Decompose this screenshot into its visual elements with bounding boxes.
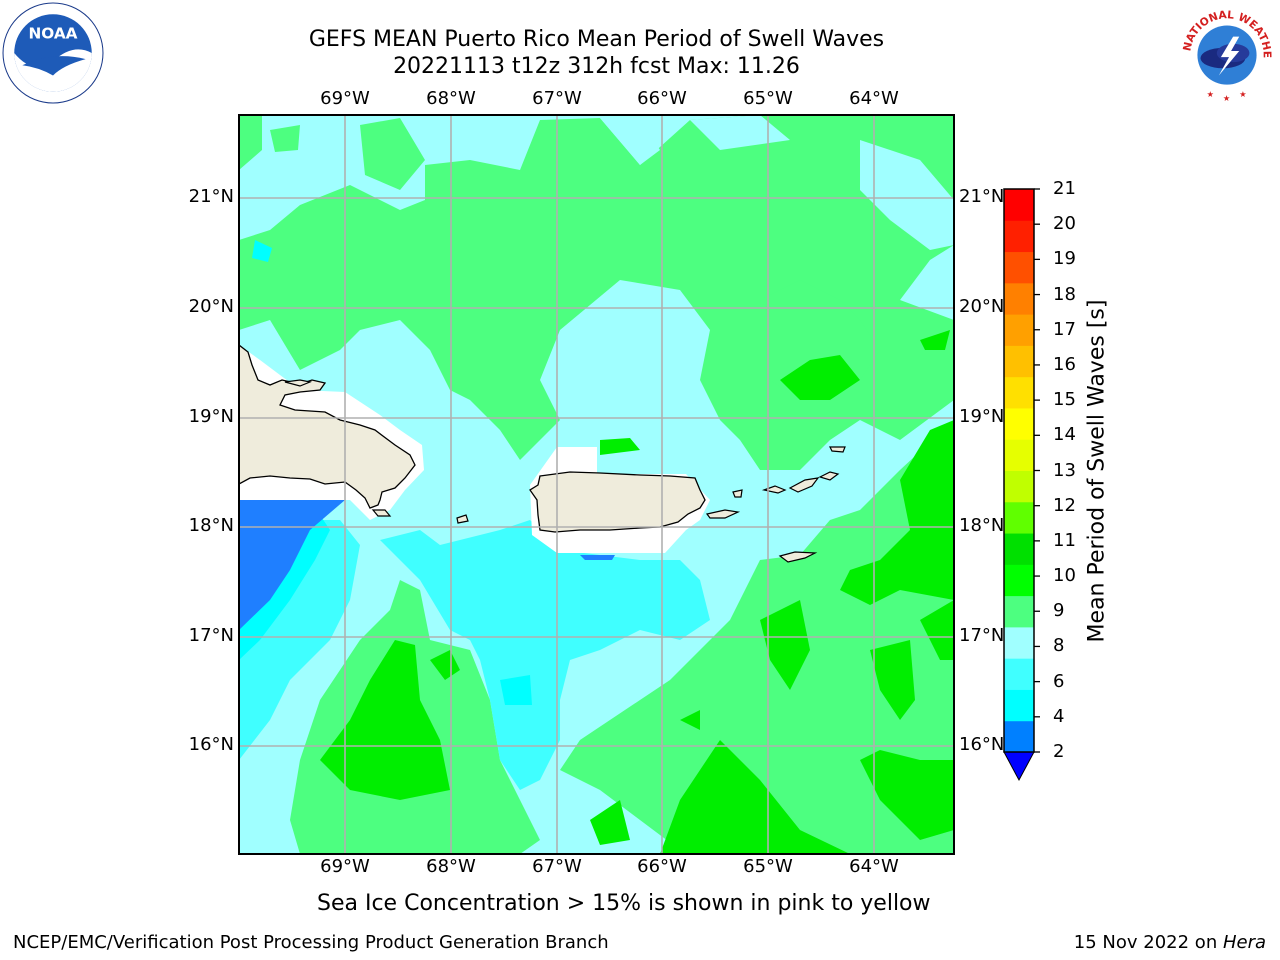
land-tortue: [284, 379, 313, 387]
footer-date-text: 15 Nov 2022 on: [1073, 932, 1223, 953]
colorbar-tick-label: 14: [1053, 424, 1076, 446]
graticule: [239, 115, 954, 854]
colorbar-tick-label: 10: [1053, 565, 1076, 587]
colorbar-segment: [1004, 345, 1034, 378]
lat-label-right-18n: 18°N: [959, 515, 1005, 536]
colorbar-tick-label: 9: [1053, 600, 1065, 622]
lon-label-top-68w: 68°W: [426, 88, 476, 109]
footer-credit: NCEP/EMC/Verification Post Processing Pr…: [13, 932, 609, 953]
colorbar-segment: [1004, 501, 1034, 534]
lat-label-left-21n: 21°N: [188, 186, 234, 207]
colorbar-segment: [1004, 439, 1034, 471]
colorbar-segment: [1004, 720, 1034, 753]
colorbar-tick-label: 15: [1053, 389, 1076, 411]
colorbar-tick-label: 16: [1053, 353, 1076, 375]
land-virgin-islands: [761, 446, 846, 494]
colorbar-tick-label: 21: [1053, 178, 1076, 199]
lon-label-bottom-64w: 64°W: [849, 856, 899, 877]
colorbar-tick-label: 19: [1053, 248, 1076, 270]
colorbar-segment: [1004, 407, 1034, 440]
map-area: [239, 115, 954, 854]
lon-label-top-64w: 64°W: [849, 88, 899, 109]
colorbar-segment: [1004, 376, 1034, 409]
lon-label-bottom-66w: 66°W: [637, 856, 687, 877]
colorbar-tick-label: 17: [1053, 318, 1076, 340]
chart-title-line2: 20221113 t12z 312h fcst Max: 11.26: [393, 54, 800, 79]
lon-label-bottom-69w: 69°W: [320, 856, 370, 877]
lat-label-left-19n: 19°N: [188, 406, 234, 427]
colorbar-extend-min: [1003, 751, 1035, 782]
colorbar-segment: [1004, 470, 1034, 503]
colorbar-label: Mean Period of Swell Waves [s]: [1084, 299, 1110, 643]
lat-label-right-17n: 17°N: [959, 625, 1005, 646]
colorbar-tick-label: 11: [1053, 529, 1076, 551]
map-frame: [238, 114, 955, 855]
lon-label-top-65w: 65°W: [743, 88, 793, 109]
colorbar-segment: [1004, 282, 1034, 315]
lat-label-left-16n: 16°N: [188, 734, 234, 755]
colorbar-tick-label: 4: [1053, 705, 1065, 727]
colorbar-segment: [1004, 689, 1034, 722]
land-mona: [456, 514, 469, 524]
lat-label-right-21n: 21°N: [959, 186, 1005, 207]
lat-label-left-20n: 20°N: [188, 296, 234, 317]
noaa-logo-text: NOAA: [28, 25, 77, 43]
colorbar-tick-label: 13: [1053, 459, 1076, 481]
lon-label-bottom-68w: 68°W: [426, 856, 476, 877]
colorbar-tick-label: 18: [1053, 283, 1076, 305]
field-10-11: [320, 330, 954, 854]
chart-title-line1: GEFS MEAN Puerto Rico Mean Period of Swe…: [308, 27, 885, 52]
noaa-logo: NOAA: [2, 2, 104, 104]
colorbar-tick-label: 20: [1053, 213, 1076, 235]
field-2-4: [239, 500, 615, 630]
colorbar-segment: [1004, 658, 1034, 690]
colorbar-segment: [1004, 189, 1034, 221]
nws-logo: NATIONAL WEATHER SERVICE ★ ★ ★: [1176, 2, 1276, 103]
field-9-10-west: [600, 115, 954, 250]
lat-label-right-19n: 19°N: [959, 406, 1005, 427]
land-culebra: [732, 489, 743, 498]
colorbar-segment: [1004, 533, 1034, 565]
lat-label-left-17n: 17°N: [188, 625, 234, 646]
colorbar: [1003, 188, 1040, 782]
land-st-croix: [778, 551, 818, 563]
colorbar-tick-label: 6: [1053, 670, 1065, 692]
lat-label-right-16n: 16°N: [959, 734, 1005, 755]
colorbar-segment: [1004, 564, 1034, 597]
colorbar-tick-label: 12: [1053, 494, 1076, 516]
land-vieques: [705, 509, 741, 519]
lon-label-top-67w: 67°W: [532, 88, 582, 109]
lat-label-left-18n: 18°N: [188, 515, 234, 536]
footer-machine: Hera: [1222, 932, 1266, 953]
field-6-8: [239, 520, 710, 790]
colorbar-segment: [1004, 595, 1034, 628]
colorbar-tick-label: 8: [1053, 635, 1065, 657]
lon-label-top-69w: 69°W: [320, 88, 370, 109]
svg-text:★: ★: [1207, 89, 1214, 99]
svg-text:★: ★: [1223, 93, 1230, 103]
lat-label-right-20n: 20°N: [959, 296, 1005, 317]
lon-label-bottom-65w: 65°W: [743, 856, 793, 877]
svg-text:★: ★: [1239, 89, 1246, 99]
sea-ice-note-text: Sea Ice Concentration > 15% is shown in …: [317, 891, 931, 916]
lon-label-top-66w: 66°W: [637, 88, 687, 109]
field-9-10-south: [290, 280, 954, 854]
colorbar-segment: [1004, 626, 1034, 659]
colorbar-segment: [1004, 220, 1034, 253]
lon-label-bottom-67w: 67°W: [532, 856, 582, 877]
colorbar-segment: [1004, 314, 1034, 346]
land-saona: [371, 509, 392, 517]
footer-date: 15 Nov 2022 on Hera: [1074, 932, 1266, 953]
colorbar-tick-label: 2: [1053, 741, 1065, 762]
colorbar-segment: [1004, 251, 1034, 284]
